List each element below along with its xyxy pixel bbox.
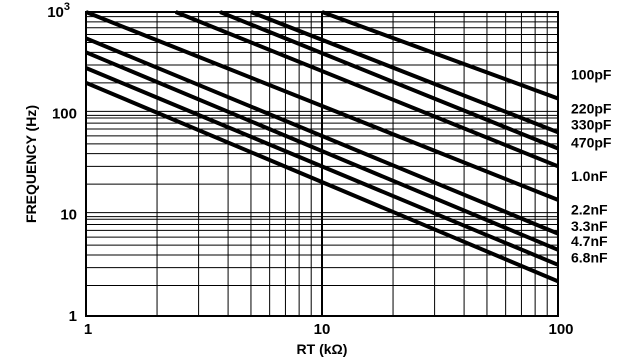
series-line-3 xyxy=(174,10,559,169)
y-tick-label: 100 xyxy=(52,105,77,122)
y-tick-label-exponent: 3 xyxy=(64,1,70,13)
plot-frame xyxy=(85,11,559,317)
y-tick-label-base: 1 xyxy=(69,308,77,325)
series-line-8 xyxy=(85,80,559,284)
y-tick-label-base: 100 xyxy=(52,105,77,122)
series-line-7 xyxy=(85,66,559,267)
series-lines xyxy=(85,10,559,284)
y-tick-label: 1 xyxy=(69,308,77,325)
x-axis-label: RT (kΩ) xyxy=(297,341,348,357)
x-tick-label: 10 xyxy=(314,321,331,338)
y-tick-label-base: 10 xyxy=(47,4,64,21)
x-tick-label: 100 xyxy=(548,321,573,338)
series-label: 220pF xyxy=(571,100,612,116)
series-line-0 xyxy=(321,10,559,101)
y-tick-label: 103 xyxy=(47,1,70,21)
series-line-4 xyxy=(85,10,559,202)
grid xyxy=(86,12,558,316)
series-label: 470pF xyxy=(571,134,612,150)
series-line-5 xyxy=(85,36,559,236)
x-tick-labels: 1 10 100 xyxy=(84,321,574,338)
y-tick-label-base: 10 xyxy=(60,207,77,224)
series-label: 4.7nF xyxy=(571,233,608,249)
series-line-6 xyxy=(85,50,559,252)
y-axis-label: FREQUENCY (Hz) xyxy=(23,105,39,223)
x-tick-label: 1 xyxy=(84,321,92,338)
series-label: 3.3nF xyxy=(571,218,608,234)
series-label: 1.0nF xyxy=(571,168,608,184)
series-label: 2.2nF xyxy=(571,202,608,218)
series-line-1 xyxy=(250,10,559,135)
y-tick-label: 10 xyxy=(60,207,77,224)
series-label: 330pF xyxy=(571,116,612,132)
series-label: 6.8nF xyxy=(571,249,608,265)
series-label: 100pF xyxy=(571,67,612,83)
series-line-2 xyxy=(219,10,559,151)
